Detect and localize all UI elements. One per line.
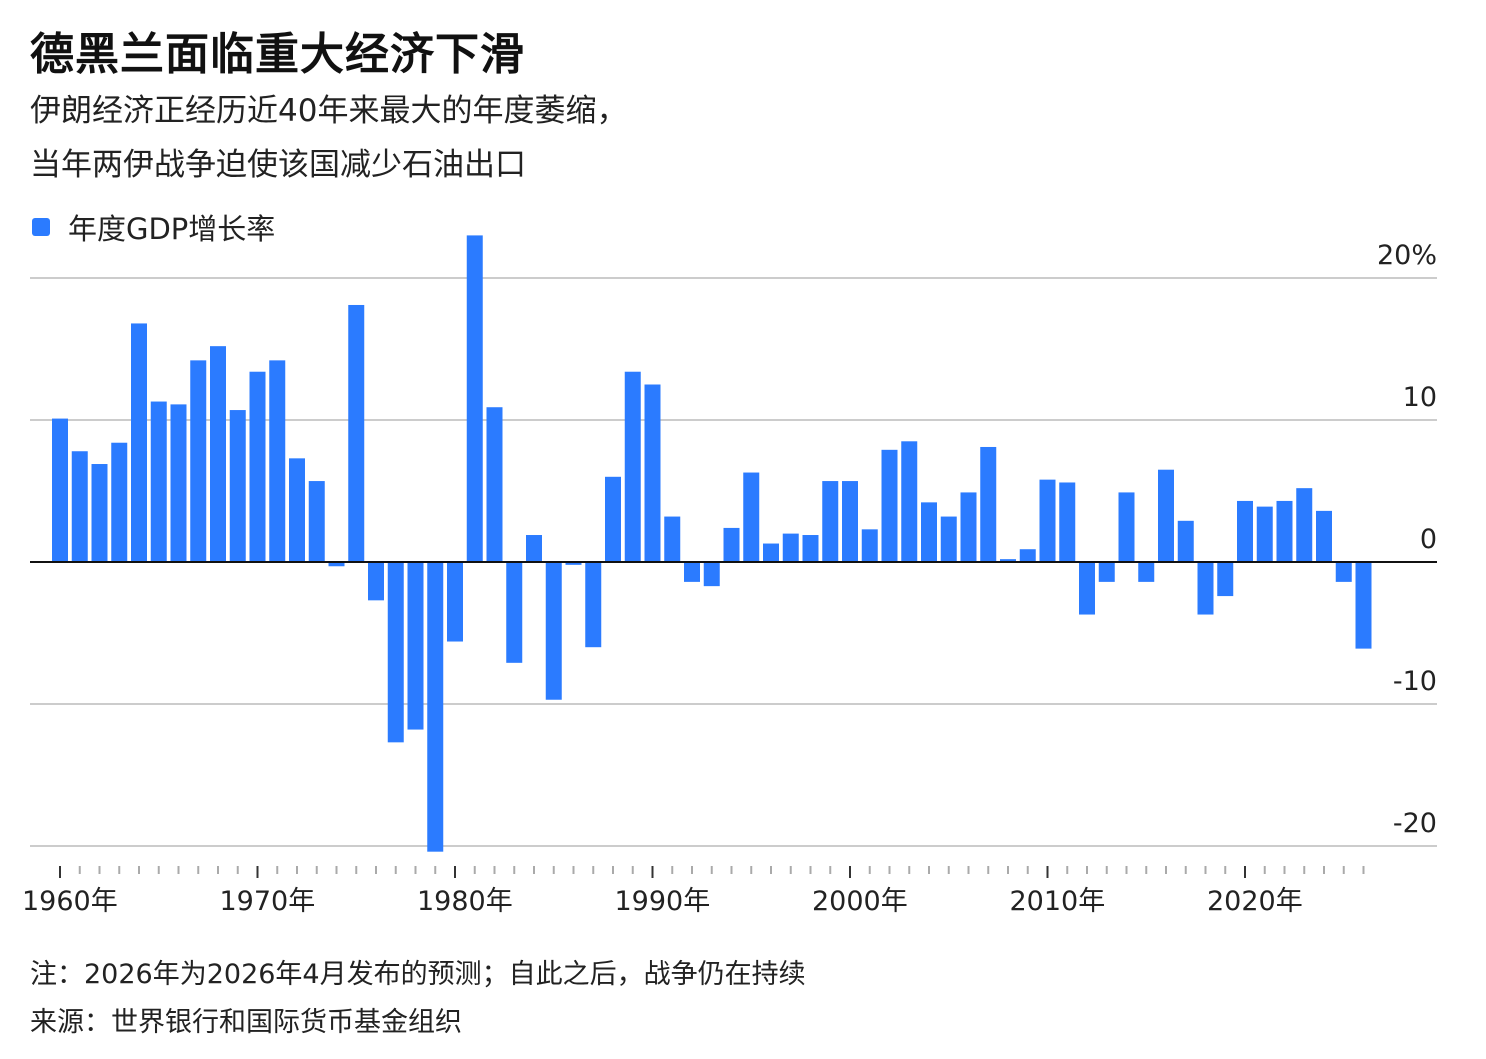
bar-2022 (1276, 500, 1293, 562)
bar-2014 (1118, 492, 1135, 562)
bar-1996 (763, 543, 779, 562)
bar-2007 (980, 446, 997, 562)
bar-1977 (387, 562, 404, 743)
bar-2021 (1256, 506, 1273, 562)
bar-1972 (289, 458, 305, 562)
bar-2024 (1316, 510, 1332, 562)
bar-2000 (842, 481, 858, 562)
bar-2025 (1335, 562, 1352, 582)
bar-2019 (1217, 562, 1234, 597)
bar-1961 (71, 451, 88, 562)
x-tick-label: 2000年 (812, 886, 908, 917)
bar-1968 (210, 346, 226, 562)
bar-1980 (447, 562, 463, 642)
bar-1964 (131, 323, 147, 562)
bar-1975 (348, 304, 365, 562)
bar-1991 (664, 516, 681, 562)
y-tick-label: -10 (1393, 666, 1437, 697)
bar-1963 (111, 442, 128, 562)
bar-1984 (526, 535, 542, 562)
y-tick-label: 10 (1403, 382, 1437, 413)
bar-2015 (1138, 562, 1155, 582)
bar-1997 (782, 533, 799, 562)
bar-2016 (1158, 469, 1174, 562)
bar-1960 (52, 418, 68, 562)
legend-label: 年度GDP增长率 (68, 212, 276, 246)
bar-1978 (407, 562, 424, 730)
bar-1982 (486, 407, 503, 562)
bar-1992 (684, 562, 700, 582)
bar-2017 (1177, 520, 1194, 562)
legend: 年度GDP增长率 (32, 206, 275, 248)
bar-1988 (605, 476, 621, 562)
bar-1973 (308, 481, 325, 562)
bar-1969 (229, 410, 246, 562)
bar-1999 (822, 481, 839, 562)
bar-1965 (150, 401, 167, 562)
bar-2018 (1197, 562, 1214, 615)
bar-1966 (170, 404, 187, 562)
bar-2026 (1355, 562, 1372, 649)
chart-source: 来源：世界银行和国际货币基金组织 (30, 1007, 462, 1038)
x-tick-label: 1970年 (220, 886, 316, 917)
bar-1970 (249, 371, 266, 562)
bar-1986 (565, 562, 582, 565)
bar-1962 (91, 464, 108, 562)
bar-2013 (1098, 562, 1115, 582)
bar-1998 (802, 535, 819, 562)
bar-chart: 20% 10 0 -10 -20 1960年 1970年 1980年 1990年 2000年 201… (22, 235, 1437, 917)
bar-2011 (1059, 482, 1076, 562)
bar-2008 (1000, 559, 1016, 562)
bar-1993 (703, 562, 720, 587)
bar-2001 (861, 529, 878, 562)
x-tick-label: 1990年 (615, 886, 711, 917)
bar-2009 (1019, 549, 1036, 562)
y-tick-label: 20% (1377, 240, 1437, 271)
bar-2004 (921, 502, 937, 562)
bar-1995 (743, 472, 760, 562)
bar-2020 (1237, 500, 1253, 562)
bar-2003 (901, 441, 918, 562)
bar-2005 (940, 516, 957, 562)
chart-note: 注：2026年为2026年4月发布的预测；自此之后，战争仍在持续 (30, 959, 806, 990)
bar-1979 (427, 562, 444, 852)
legend-swatch-icon (32, 218, 50, 236)
bar-1987 (585, 562, 602, 648)
y-tick-label: -20 (1393, 808, 1437, 839)
x-tick-label: 1980年 (417, 886, 513, 917)
chart-title: 德黑兰面临重大经济下滑 (30, 29, 525, 80)
bar-2023 (1296, 488, 1313, 562)
chart-subtitle: 伊朗经济正经历近40年来最大的年度萎缩， 当年两伊战争迫使该国减少石油出口 (30, 84, 627, 192)
bar-2012 (1079, 562, 1095, 615)
subtitle-line-2: 当年两伊战争迫使该国减少石油出口 (30, 147, 526, 183)
bar-1967 (190, 360, 207, 562)
bar-2006 (960, 492, 977, 562)
bar-1990 (644, 384, 661, 562)
bar-1971 (269, 360, 286, 562)
bar-1994 (723, 527, 740, 562)
bar-1983 (506, 562, 523, 663)
x-tick-label: 2020年 (1207, 886, 1303, 917)
bar-1974 (328, 562, 345, 567)
bar-1981 (466, 235, 483, 562)
bar-2010 (1039, 479, 1056, 562)
bar-1989 (624, 371, 641, 562)
y-tick-label: 0 (1420, 524, 1437, 555)
x-tick-label: 1960年 (22, 886, 118, 917)
bar-2002 (881, 449, 898, 562)
bar-1985 (545, 562, 562, 700)
bar-1976 (368, 562, 384, 601)
subtitle-line-1: 伊朗经济正经历近40年来最大的年度萎缩， (30, 93, 628, 129)
x-tick-label: 2010年 (1010, 886, 1106, 917)
